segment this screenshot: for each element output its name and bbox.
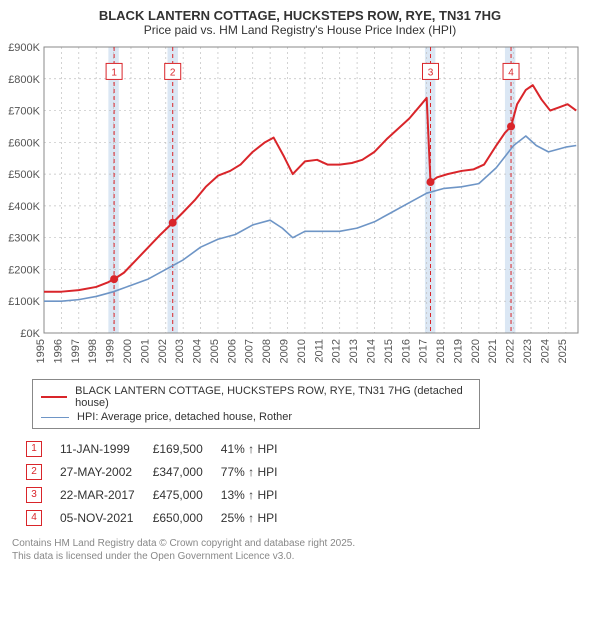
legend-swatch (41, 396, 67, 398)
svg-text:2014: 2014 (365, 339, 377, 363)
svg-text:£800K: £800K (8, 74, 40, 86)
event-date: 11-JAN-1999 (60, 437, 153, 460)
svg-text:2009: 2009 (279, 339, 291, 363)
svg-text:2: 2 (170, 67, 176, 78)
svg-text:2011: 2011 (313, 339, 325, 363)
attribution-line-1: Contains HM Land Registry data © Crown c… (12, 537, 592, 550)
legend-label: HPI: Average price, detached house, Roth… (77, 411, 292, 423)
svg-text:2012: 2012 (331, 339, 343, 363)
legend-label: BLACK LANTERN COTTAGE, HUCKSTEPS ROW, RY… (75, 385, 471, 409)
svg-text:1998: 1998 (87, 339, 99, 363)
legend-row: BLACK LANTERN COTTAGE, HUCKSTEPS ROW, RY… (41, 384, 471, 410)
svg-text:2000: 2000 (122, 339, 134, 363)
svg-text:£700K: £700K (8, 106, 40, 118)
svg-text:1995: 1995 (35, 339, 47, 363)
svg-text:2015: 2015 (383, 339, 395, 363)
price-events-table: 1 11-JAN-1999£169,50041% ↑ HPI 2 27-MAY-200… (26, 437, 295, 529)
svg-text:£300K: £300K (8, 233, 40, 245)
svg-text:2025: 2025 (557, 339, 569, 363)
svg-text:1: 1 (111, 67, 117, 78)
legend-swatch (41, 417, 69, 418)
svg-text:£900K: £900K (8, 43, 40, 54)
event-row: 3 22-MAR-2017£475,00013% ↑ HPI (26, 483, 295, 506)
svg-text:2021: 2021 (487, 339, 499, 363)
svg-text:2018: 2018 (435, 339, 447, 363)
event-price: £475,000 (153, 483, 221, 506)
svg-text:2013: 2013 (348, 339, 360, 363)
event-marker: 2 (26, 464, 42, 480)
svg-text:2023: 2023 (522, 339, 534, 363)
svg-text:£500K: £500K (8, 169, 40, 181)
svg-text:2020: 2020 (470, 339, 482, 363)
svg-text:£600K: £600K (8, 137, 40, 149)
event-row: 4 05-NOV-2021£650,00025% ↑ HPI (26, 506, 295, 529)
event-date: 27-MAY-2002 (60, 460, 153, 483)
event-date: 05-NOV-2021 (60, 506, 153, 529)
svg-text:2024: 2024 (539, 339, 551, 363)
event-price: £650,000 (153, 506, 221, 529)
svg-text:2001: 2001 (139, 339, 151, 363)
svg-text:3: 3 (428, 67, 434, 78)
event-delta: 77% ↑ HPI (221, 460, 296, 483)
svg-text:2010: 2010 (296, 339, 308, 363)
svg-text:1999: 1999 (105, 339, 117, 363)
svg-text:£100K: £100K (8, 296, 40, 308)
data-attribution: Contains HM Land Registry data © Crown c… (12, 537, 592, 563)
svg-text:2005: 2005 (209, 339, 221, 363)
svg-text:2022: 2022 (505, 339, 517, 363)
chart-title: BLACK LANTERN COTTAGE, HUCKSTEPS ROW, RY… (8, 8, 592, 23)
svg-text:£200K: £200K (8, 264, 40, 276)
svg-text:1996: 1996 (52, 339, 64, 363)
svg-text:1997: 1997 (70, 339, 82, 363)
svg-text:£0K: £0K (20, 328, 40, 340)
event-delta: 41% ↑ HPI (221, 437, 296, 460)
event-marker: 3 (26, 487, 42, 503)
event-row: 2 27-MAY-2002£347,00077% ↑ HPI (26, 460, 295, 483)
svg-text:2004: 2004 (192, 339, 204, 363)
event-marker: 1 (26, 441, 42, 457)
svg-text:2016: 2016 (400, 339, 412, 363)
event-delta: 25% ↑ HPI (221, 506, 296, 529)
svg-text:4: 4 (508, 67, 514, 78)
event-price: £169,500 (153, 437, 221, 460)
event-date: 22-MAR-2017 (60, 483, 153, 506)
svg-text:2006: 2006 (226, 339, 238, 363)
svg-text:2003: 2003 (174, 339, 186, 363)
line-chart-svg: £0K £100K £200K £300K £400K £500K £600K £700K £8… (8, 43, 588, 373)
event-delta: 13% ↑ HPI (221, 483, 296, 506)
chart-subtitle: Price paid vs. HM Land Registry's House … (8, 23, 592, 37)
svg-text:2019: 2019 (452, 339, 464, 363)
svg-text:2017: 2017 (418, 339, 430, 363)
svg-text:2002: 2002 (157, 339, 169, 363)
legend: BLACK LANTERN COTTAGE, HUCKSTEPS ROW, RY… (32, 379, 480, 429)
attribution-line-2: This data is licensed under the Open Gov… (12, 550, 592, 563)
svg-text:2008: 2008 (261, 339, 273, 363)
event-marker: 4 (26, 510, 42, 526)
svg-text:£400K: £400K (8, 201, 40, 213)
legend-row: HPI: Average price, detached house, Roth… (41, 410, 471, 424)
svg-text:2007: 2007 (244, 339, 256, 363)
event-row: 1 11-JAN-1999£169,50041% ↑ HPI (26, 437, 295, 460)
event-price: £347,000 (153, 460, 221, 483)
chart-area: £0K £100K £200K £300K £400K £500K £600K £700K £8… (8, 43, 592, 373)
